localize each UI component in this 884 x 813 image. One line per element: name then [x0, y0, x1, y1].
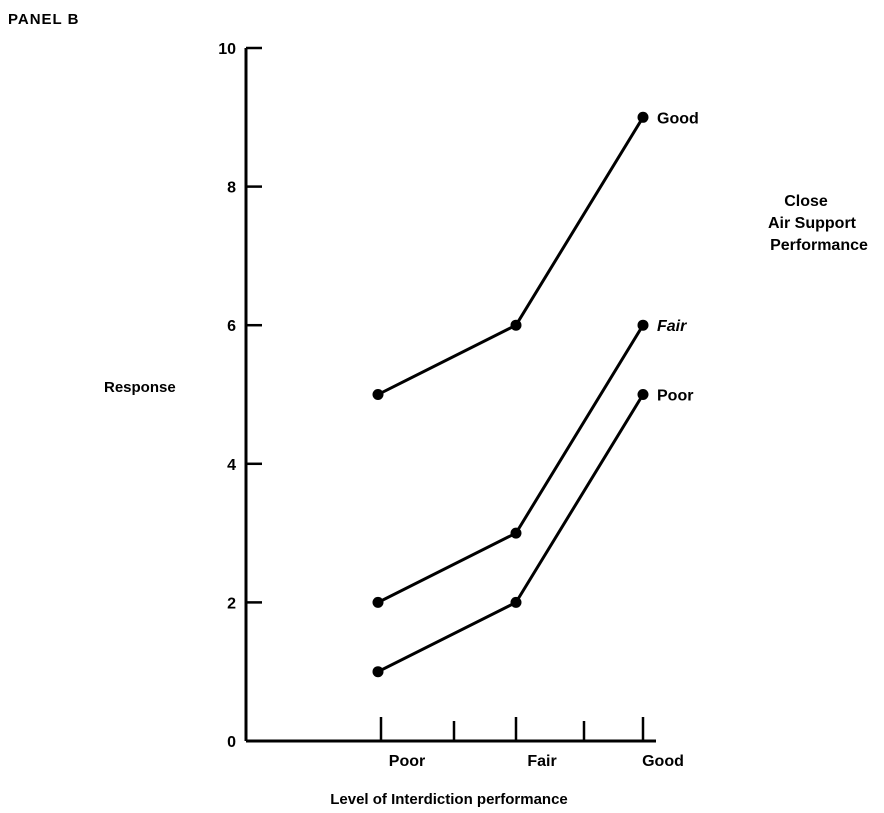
series-fair: Fair — [372, 318, 687, 608]
axes — [244, 48, 656, 743]
legend-title-line: Close — [784, 193, 828, 210]
data-point — [372, 389, 384, 400]
y-tick-label: 4 — [227, 457, 236, 474]
series-label: Poor — [657, 388, 693, 405]
y-tick-label: 0 — [227, 734, 236, 751]
data-point — [372, 596, 384, 608]
series-poor: Poor — [372, 388, 693, 678]
legend-title-line: Performance — [770, 237, 868, 254]
legend-title-line: Air Support — [768, 215, 857, 232]
legend-title: Close Air Support Performance — [768, 193, 868, 254]
data-point — [637, 389, 649, 400]
y-ticks: 0 2 4 6 8 10 — [218, 41, 262, 751]
series-layer: Good Fair Poor — [372, 110, 699, 678]
series-good: Good — [372, 110, 699, 400]
series-line — [377, 324, 645, 604]
data-point — [510, 527, 522, 539]
data-point — [510, 319, 522, 331]
data-point — [637, 319, 649, 331]
x-tick-label: Good — [642, 753, 684, 770]
y-tick-label: 6 — [227, 318, 236, 335]
panel-label: PANEL B — [8, 11, 79, 28]
x-tick-label: Fair — [527, 753, 556, 770]
y-tick-label: 8 — [227, 180, 236, 197]
data-point — [510, 596, 522, 608]
x-axis-title: Level of Interdiction performance — [330, 791, 568, 808]
x-ticks: Poor Fair Good — [379, 717, 684, 770]
series-label: Good — [657, 110, 699, 127]
y-tick-label: 10 — [218, 41, 236, 58]
y-tick-label: 2 — [227, 595, 236, 612]
data-point — [637, 111, 649, 123]
data-point — [372, 666, 384, 678]
series-label: Fair — [657, 318, 687, 335]
y-axis-title: Response — [104, 379, 176, 396]
x-tick-label: Poor — [389, 753, 425, 770]
series-line — [377, 116, 645, 396]
